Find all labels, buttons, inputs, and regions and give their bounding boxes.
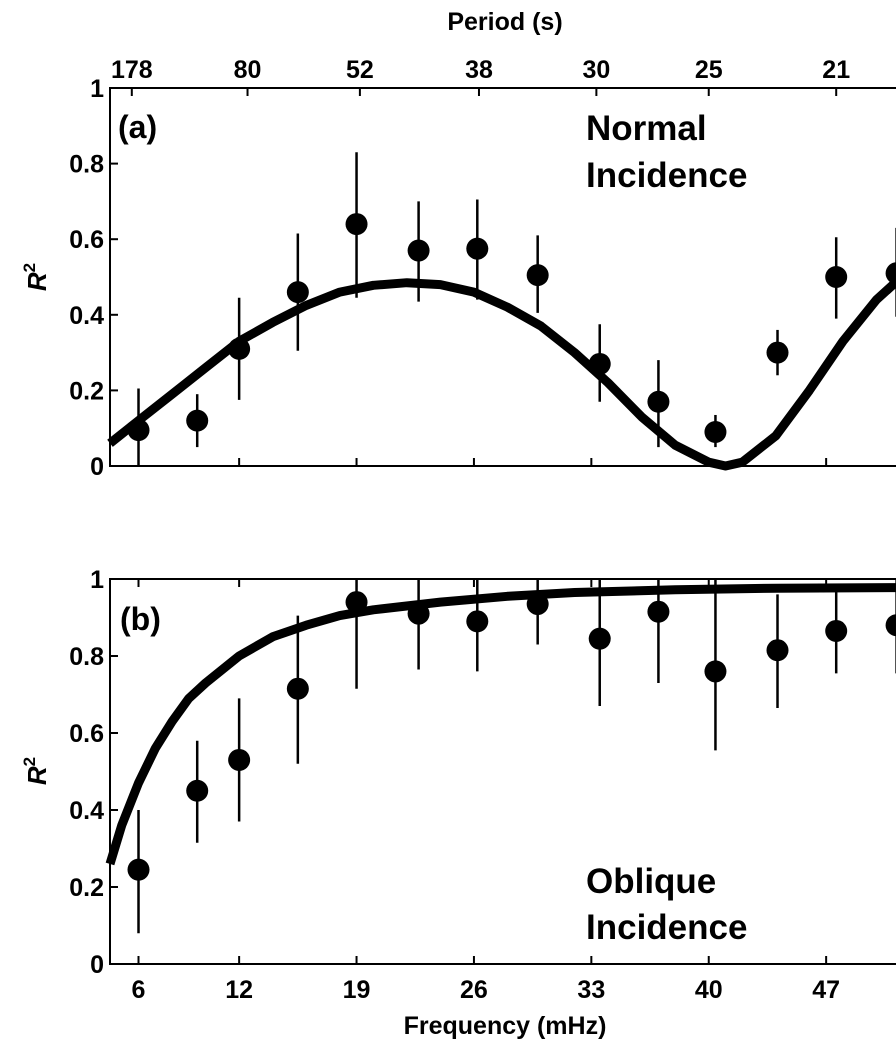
x-tick-label: 12 [225,976,253,1004]
panel-a-annotation-line1: Normal [586,109,707,148]
data-point [526,593,549,616]
data-point [286,281,309,304]
y-tick-label: 0.2 [69,377,104,405]
data-point [407,602,430,625]
top-tick-label: 52 [346,56,374,84]
data-point [407,239,430,262]
y-tick-label: 0.8 [69,151,104,179]
panel-a-ylabel-base: R [22,272,52,291]
y-tick-label: 0.6 [69,226,104,254]
data-point [704,660,727,683]
x-axis-label: Frequency (mHz) [404,1012,607,1040]
data-point [286,677,309,700]
panel-a-points-group [127,152,896,466]
data-point [766,341,789,364]
data-point [825,266,848,288]
data-point [588,352,611,375]
panel-a-ylabel: R2 [20,263,52,291]
panel-a-label: (a) [118,109,157,145]
top-tick-label: 25 [695,56,723,84]
data-point [466,610,489,633]
panel-b-ticks-group: 0 0.2 0.4 0.6 0.8 1 6 12 19 26 33 40 47 [69,566,840,1004]
y-tick-label: 0 [90,453,104,481]
top-axis-label: Period (s) [447,8,562,36]
data-point [345,591,368,614]
panel-b-label: (b) [120,601,161,637]
y-tick-label: 0.4 [69,302,104,330]
panel-b-annotation-line1: Oblique [586,862,716,901]
fit-curve [107,275,896,471]
data-point [127,858,150,881]
data-point [704,420,727,443]
data-point [466,237,489,260]
data-point [186,779,209,802]
panel-b-ylabel-base: R [22,766,52,785]
panel-a-ylabel-sup: 2 [20,263,39,272]
data-point [766,639,789,662]
panel-b-ylabel: R2 [20,757,52,785]
x-tick-label: 19 [343,976,371,1004]
data-point [345,213,368,236]
panel-a-fit-group [107,275,896,471]
data-point [588,627,611,650]
data-point [647,600,670,623]
panel-b-points-group [127,579,896,934]
data-point [647,390,670,413]
data-point [186,409,209,432]
fit-curve [105,583,896,866]
data-point [228,748,251,771]
top-tick-label: 30 [582,56,610,84]
y-tick-label: 1 [90,75,104,103]
data-point [825,619,848,642]
panel-a-frame [109,87,896,467]
y-tick-label: 0 [90,951,104,979]
x-tick-label: 40 [695,976,723,1004]
data-point [127,419,150,442]
top-tick-label: 38 [465,56,493,84]
top-tick-label: 178 [111,56,153,84]
y-tick-label: 0.8 [69,643,104,671]
panel-b: 00.20.40.60.816 12 19 26 33 40 47 (b) Oblique … [20,566,896,1040]
data-point [526,264,549,287]
panel-b-ylabel-sup: 2 [20,757,39,766]
x-tick-label: 26 [460,976,488,1004]
panel-a-annotation-line2: Incidence [586,156,747,195]
y-tick-label: 0.2 [69,874,104,902]
data-point [885,262,896,285]
panel-b-fit-group [105,583,896,866]
top-tick-label: 80 [234,56,262,84]
x-tick-label: 47 [812,976,840,1004]
panel-b-frame [109,578,896,965]
y-tick-label: 0.4 [69,797,104,825]
y-tick-label: 0.6 [69,720,104,748]
x-tick-label: 33 [577,976,605,1004]
top-tick-label: 21 [822,56,850,84]
x-tick-label: 6 [132,976,146,1004]
panel-b-annotation-line2: Incidence [586,908,747,947]
y-tick-label: 1 [90,566,104,594]
data-point [885,614,896,637]
data-point [228,337,251,360]
